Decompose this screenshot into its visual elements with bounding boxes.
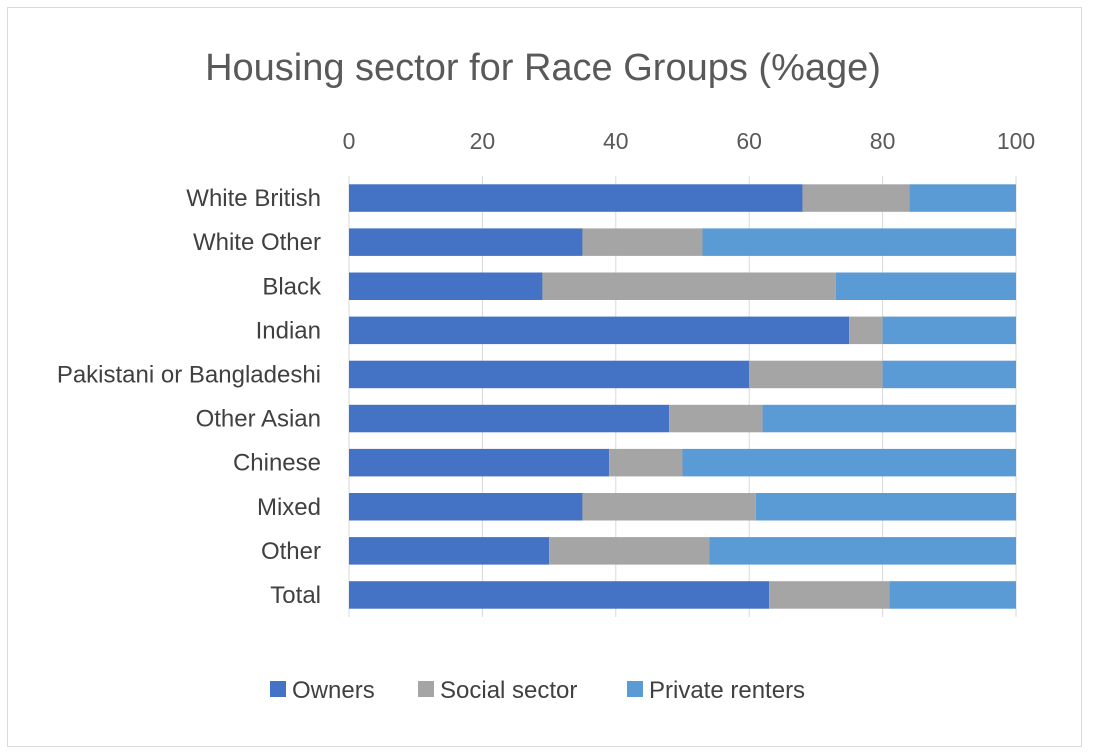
x-axis-ticks: 0 20 40 60 80 100 bbox=[343, 128, 1036, 154]
bar-segment bbox=[542, 272, 836, 300]
bar-segment bbox=[769, 581, 890, 609]
x-tick-label: 100 bbox=[997, 128, 1035, 154]
x-tick-label: 80 bbox=[870, 128, 896, 154]
bar-segment bbox=[755, 493, 1016, 521]
bar-segment bbox=[349, 537, 550, 565]
category-label: White Other bbox=[193, 229, 321, 256]
x-tick-label: 20 bbox=[470, 128, 496, 154]
category-label: Indian bbox=[256, 317, 321, 344]
bars bbox=[349, 184, 1016, 609]
legend-swatch bbox=[418, 681, 434, 697]
bar-segment bbox=[349, 184, 803, 212]
bar-segment bbox=[835, 272, 1016, 300]
category-label: White British bbox=[186, 185, 321, 212]
bar-segment bbox=[882, 316, 1016, 345]
category-label: Other Asian bbox=[196, 406, 321, 433]
bar-segment bbox=[349, 581, 770, 609]
chart-frame bbox=[7, 7, 1082, 747]
bar-segment bbox=[889, 581, 1016, 609]
legend-label: Private renters bbox=[649, 677, 805, 704]
bar-segment bbox=[582, 493, 756, 521]
category-label: Chinese bbox=[233, 450, 321, 477]
legend: Owners Social sector Private renters bbox=[270, 677, 805, 704]
chart-title: Housing sector for Race Groups (%age) bbox=[205, 47, 881, 89]
category-label: Black bbox=[262, 273, 322, 300]
bar-segment bbox=[549, 537, 710, 565]
bar-segment bbox=[669, 404, 763, 433]
legend-swatch bbox=[270, 681, 286, 697]
legend-swatch bbox=[627, 681, 643, 697]
category-label: Total bbox=[270, 582, 321, 609]
bar-segment bbox=[682, 448, 1016, 477]
bar-segment bbox=[349, 228, 583, 256]
bar-segment bbox=[749, 360, 883, 389]
bar-segment bbox=[802, 184, 910, 212]
category-labels: White British White Other Black Indian Pakis… bbox=[57, 185, 322, 609]
category-label: Other bbox=[261, 538, 321, 565]
bar-segment bbox=[709, 537, 1016, 565]
bar-segment bbox=[849, 316, 883, 345]
bar-segment bbox=[582, 228, 703, 256]
bar-segment bbox=[762, 404, 1016, 433]
category-label: Pakistani or Bangladeshi bbox=[57, 361, 321, 388]
legend-label: Social sector bbox=[440, 677, 577, 704]
bar-segment bbox=[609, 448, 683, 477]
bar-segment bbox=[702, 228, 1016, 256]
x-tick-label: 0 bbox=[343, 128, 356, 154]
bar-segment bbox=[349, 360, 750, 389]
category-label: Mixed bbox=[257, 494, 321, 521]
bar-segment bbox=[349, 493, 583, 521]
bar-segment bbox=[349, 404, 670, 433]
x-tick-label: 40 bbox=[603, 128, 629, 154]
bar-segment bbox=[882, 360, 1016, 389]
legend-label: Owners bbox=[292, 677, 375, 704]
bar-segment bbox=[349, 448, 610, 477]
bar-segment bbox=[349, 316, 850, 345]
bar-segment bbox=[349, 272, 543, 300]
bar-segment bbox=[909, 184, 1016, 212]
x-tick-label: 60 bbox=[736, 128, 762, 154]
